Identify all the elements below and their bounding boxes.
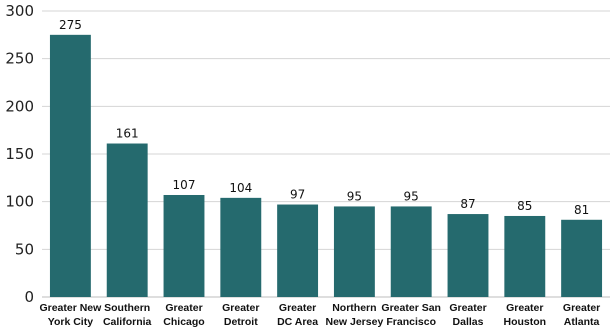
- x-tick-label: Dallas: [453, 316, 484, 328]
- y-tick-label: 150: [5, 145, 34, 163]
- x-tick-label: Greater: [279, 302, 316, 314]
- x-tick-label: Houston: [504, 316, 547, 328]
- data-label: 275: [59, 18, 82, 32]
- bar: [447, 214, 489, 297]
- y-tick-label: 50: [15, 240, 34, 258]
- y-tick-label: 100: [5, 193, 34, 211]
- x-tick-label: Chicago: [163, 316, 204, 328]
- x-tick-label: York City: [48, 316, 93, 328]
- data-label: 161: [116, 127, 139, 141]
- data-label: 85: [517, 199, 532, 213]
- data-label: 95: [347, 189, 362, 203]
- x-tick-label: DC Area: [277, 316, 318, 328]
- x-tick-label: California: [103, 316, 152, 328]
- y-tick-label: 300: [5, 2, 34, 20]
- x-tick-label: Detroit: [224, 316, 258, 328]
- bar: [333, 206, 375, 297]
- data-label: 107: [173, 178, 196, 192]
- x-tick-label: Atlanta: [564, 316, 600, 328]
- x-tick-label: Greater: [449, 302, 486, 314]
- data-label: 95: [404, 189, 419, 203]
- x-tick-label: Southern: [104, 302, 150, 314]
- data-label: 104: [229, 181, 252, 195]
- y-tick-label: 0: [24, 288, 34, 306]
- x-tick-label: Northern: [332, 302, 376, 314]
- x-tick-label: Greater San: [381, 302, 441, 314]
- y-tick-label: 200: [5, 97, 34, 115]
- data-label: 97: [290, 188, 305, 202]
- x-tick-label: Greater: [506, 302, 543, 314]
- bar: [49, 34, 91, 297]
- bar: [106, 143, 148, 297]
- data-label: 81: [574, 203, 589, 217]
- y-tick-label: 250: [5, 50, 34, 68]
- bar: [561, 219, 603, 297]
- bar: [277, 204, 319, 297]
- data-label: 87: [460, 197, 475, 211]
- x-tick-label: Greater: [222, 302, 259, 314]
- x-tick-label: New Jersey: [326, 316, 384, 328]
- bar: [504, 215, 546, 297]
- bar: [220, 197, 262, 297]
- x-tick-label: Greater New: [39, 302, 102, 314]
- x-tick-label: Greater: [563, 302, 600, 314]
- x-tick-label: Greater: [165, 302, 202, 314]
- bar: [163, 194, 205, 297]
- x-tick-label: Francisco: [386, 316, 436, 328]
- bar: [390, 206, 432, 297]
